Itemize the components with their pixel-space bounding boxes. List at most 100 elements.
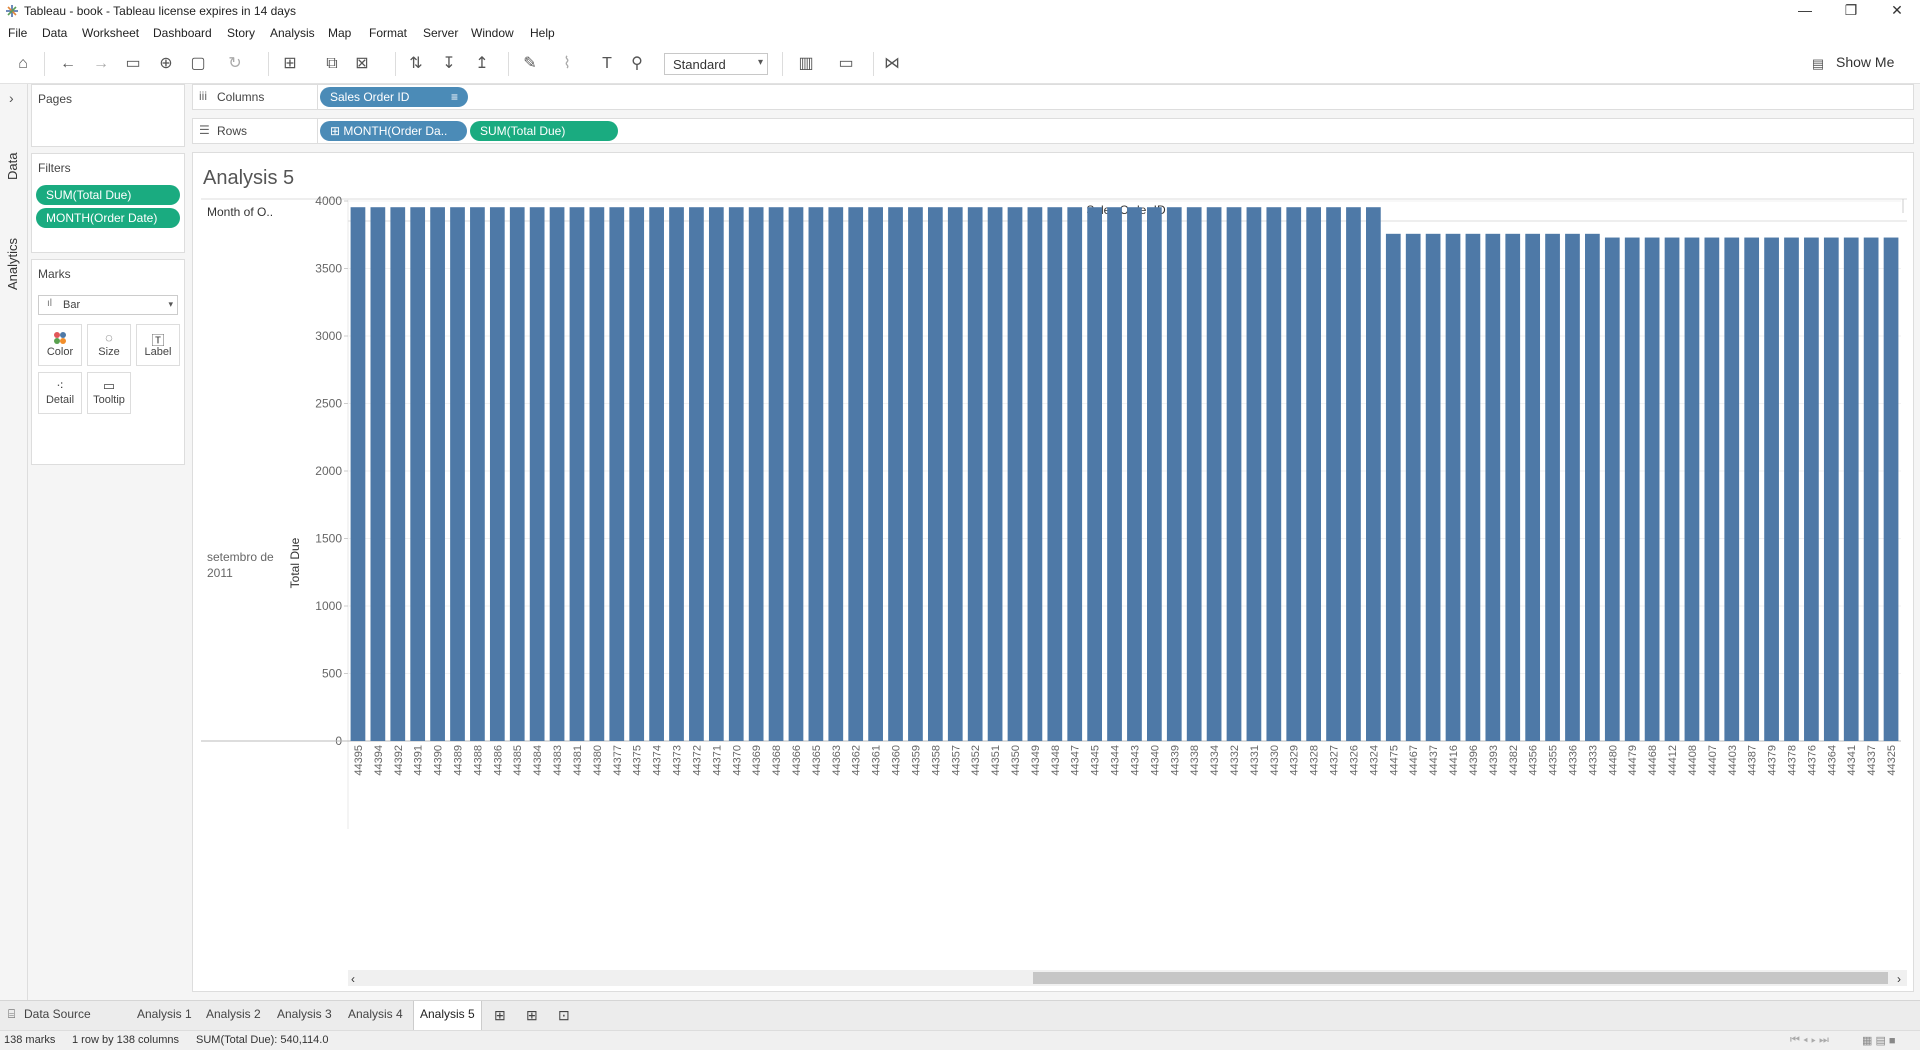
bar[interactable] <box>629 207 645 742</box>
bar[interactable] <box>1784 237 1799 741</box>
new-dashboard-tab-icon[interactable]: ⊞ <box>526 1007 538 1023</box>
menu-story[interactable]: Story <box>227 26 256 40</box>
bar[interactable] <box>1266 207 1282 742</box>
bar[interactable] <box>1823 237 1839 741</box>
filters-card[interactable]: Filters SUM(Total Due) MONTH(Order Date) <box>31 153 185 253</box>
label-button[interactable]: 🅃 Label <box>136 324 180 366</box>
bar[interactable] <box>1326 207 1341 742</box>
share-icon[interactable]: ⋈ <box>884 55 900 72</box>
close-button[interactable]: ✕ <box>1891 2 1903 18</box>
bar[interactable] <box>450 207 465 742</box>
bar[interactable] <box>1883 237 1899 741</box>
bar[interactable] <box>947 207 963 742</box>
tab-analysis-2[interactable]: Analysis 2 <box>206 1007 261 1021</box>
sort-asc-icon[interactable]: ↧ <box>442 55 456 72</box>
fix-axes-icon[interactable]: ⚲ <box>631 55 643 72</box>
save-icon[interactable]: ▭ <box>125 55 141 72</box>
new-datasource-icon[interactable]: ⊕ <box>159 55 173 72</box>
tab-analysis-1[interactable]: Analysis 1 <box>137 1007 192 1021</box>
new-story-tab-icon[interactable]: ⊡ <box>558 1007 570 1023</box>
presentation-icon[interactable]: ▭ <box>838 55 854 72</box>
filter-pill-order-date[interactable]: MONTH(Order Date) <box>36 208 180 228</box>
view-mode-icons[interactable]: ▦ ▤ ■ <box>1862 1035 1896 1047</box>
bar[interactable] <box>1067 207 1083 742</box>
new-worksheet-tab-icon[interactable]: ⊞ <box>494 1007 506 1023</box>
highlight-icon[interactable]: ✎ <box>523 55 537 72</box>
bar[interactable] <box>370 207 386 742</box>
bar[interactable] <box>728 207 744 742</box>
menu-analysis[interactable]: Analysis <box>270 26 315 40</box>
bar[interactable] <box>1724 237 1740 741</box>
bar[interactable] <box>1764 237 1779 741</box>
bar[interactable] <box>1545 233 1560 741</box>
tab-data-source[interactable]: Data Source <box>24 1007 91 1021</box>
bar[interactable] <box>1485 233 1501 741</box>
bar[interactable] <box>549 207 565 742</box>
bar[interactable] <box>708 207 724 742</box>
tab-analysis-3[interactable]: Analysis 3 <box>277 1007 332 1021</box>
bar[interactable] <box>1366 207 1381 742</box>
bar[interactable] <box>1585 233 1600 741</box>
menu-window[interactable]: Window <box>471 26 514 40</box>
filter-pill-total-due[interactable]: SUM(Total Due) <box>36 185 180 205</box>
bar[interactable] <box>927 207 943 742</box>
bar[interactable] <box>1306 207 1322 742</box>
bar[interactable] <box>1385 233 1401 741</box>
bar[interactable] <box>1863 237 1879 741</box>
menu-help[interactable]: Help <box>530 26 555 40</box>
bar[interactable] <box>1425 233 1441 741</box>
labels-icon[interactable]: T <box>602 55 612 72</box>
group-icon[interactable]: ⌇ <box>563 55 571 72</box>
bar[interactable] <box>350 207 366 742</box>
tooltip-button[interactable]: ▭ Tooltip <box>87 372 131 414</box>
pill-sales-order-id[interactable]: Sales Order ID ≡ <box>320 87 468 107</box>
show-me-button[interactable]: Show Me <box>1836 54 1895 70</box>
bar[interactable] <box>1604 237 1620 741</box>
restore-button[interactable]: ❐ <box>1844 2 1858 18</box>
sort-desc-icon[interactable]: ↥ <box>475 55 489 72</box>
pause-updates-icon[interactable]: ▢ <box>190 55 206 72</box>
bar[interactable] <box>1286 207 1302 742</box>
bar[interactable] <box>1405 233 1421 741</box>
clear-icon[interactable]: ⊠ <box>355 55 369 72</box>
sheet-nav-icons[interactable]: ⏮ ◂ ▸ ⏭ <box>1790 1034 1829 1046</box>
bar[interactable] <box>1007 207 1023 742</box>
scroll-left-icon[interactable]: ‹ <box>351 972 355 986</box>
bar[interactable] <box>1704 237 1720 741</box>
pill-sum-total-due[interactable]: SUM(Total Due) <box>470 121 618 141</box>
home-icon[interactable]: ⌂ <box>18 55 28 72</box>
bar[interactable] <box>1087 207 1102 742</box>
bar[interactable] <box>1186 207 1202 742</box>
menu-dashboard[interactable]: Dashboard <box>153 26 212 40</box>
bar[interactable] <box>768 207 784 742</box>
bar[interactable] <box>1843 237 1859 741</box>
mark-type-dropdown[interactable]: ıl Bar ▾ <box>38 295 178 315</box>
refresh-icon[interactable]: ↻ <box>228 55 242 72</box>
bar[interactable] <box>848 207 864 742</box>
bar[interactable] <box>1166 207 1182 742</box>
bar[interactable] <box>788 207 804 742</box>
menu-format[interactable]: Format <box>369 26 408 40</box>
rows-shelf[interactable]: ☰ Rows ⊞ MONTH(Order Da.. SUM(Total Due) <box>192 118 1914 144</box>
menu-file[interactable]: File <box>8 26 28 40</box>
new-worksheet-icon[interactable]: ⊞ <box>283 55 297 72</box>
menu-worksheet[interactable]: Worksheet <box>82 26 140 40</box>
undo-icon[interactable]: ← <box>60 55 76 72</box>
bar[interactable] <box>689 207 704 742</box>
bar[interactable] <box>1565 233 1580 741</box>
bar[interactable] <box>470 207 485 742</box>
bar[interactable] <box>1664 237 1680 741</box>
bar[interactable] <box>1465 233 1481 741</box>
columns-shelf[interactable]: iii Columns Sales Order ID ≡ <box>192 84 1914 110</box>
bar[interactable] <box>1226 207 1242 742</box>
bar[interactable] <box>410 207 426 742</box>
bar[interactable] <box>748 207 764 742</box>
bar[interactable] <box>1624 237 1640 741</box>
bar[interactable] <box>669 207 684 742</box>
bar[interactable] <box>649 207 664 742</box>
bar[interactable] <box>987 207 1003 742</box>
bar[interactable] <box>509 207 525 742</box>
size-button[interactable]: ◌ Size <box>87 324 131 366</box>
data-tab[interactable]: Data <box>5 152 20 180</box>
bar[interactable] <box>967 207 983 742</box>
